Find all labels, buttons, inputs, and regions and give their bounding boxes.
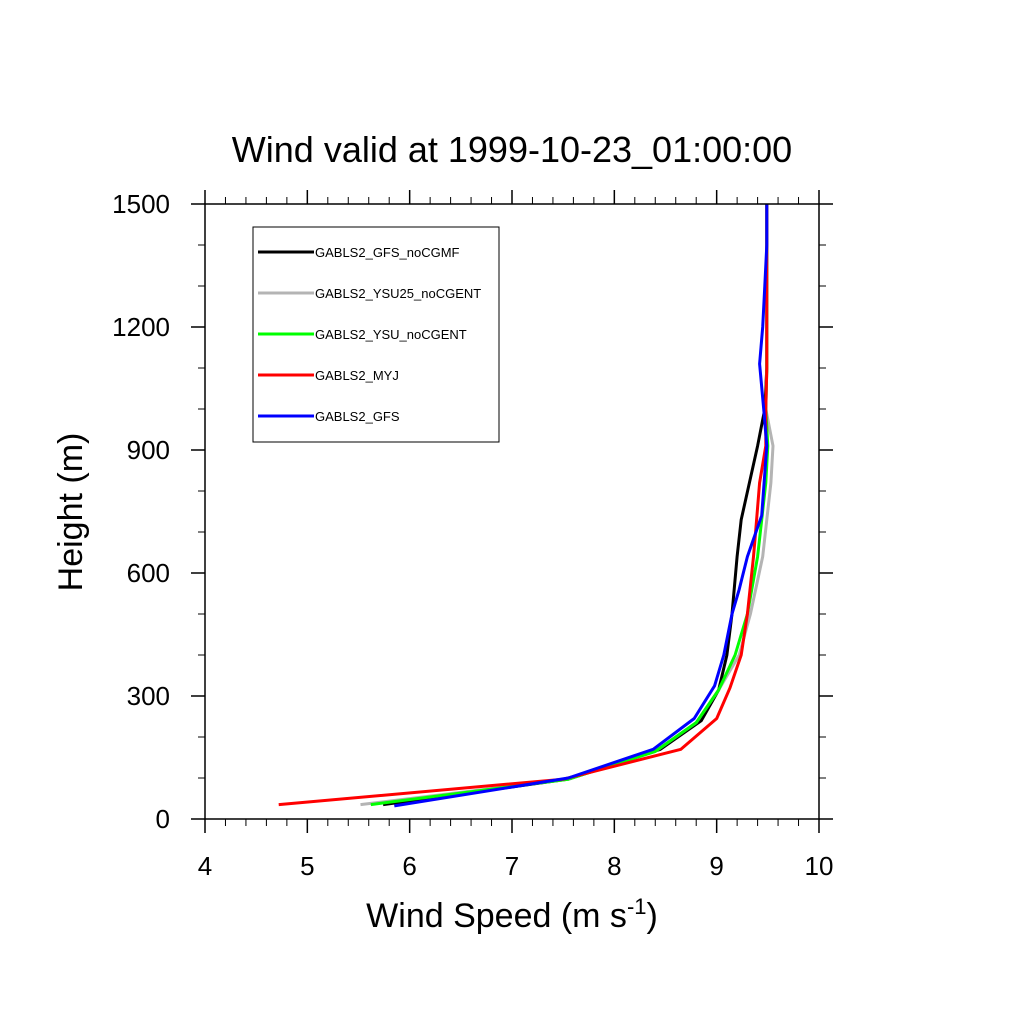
chart-title: Wind valid at 1999-10-23_01:00:00 bbox=[232, 129, 792, 170]
legend-label-2: GABLS2_YSU_noCGENT bbox=[315, 327, 467, 342]
x-tick-label: 7 bbox=[505, 851, 519, 881]
y-tick-label: 1500 bbox=[112, 189, 170, 219]
x-tick-label: 5 bbox=[300, 851, 314, 881]
y-tick-label: 0 bbox=[156, 804, 170, 834]
legend-label-3: GABLS2_MYJ bbox=[315, 368, 399, 383]
legend-label-4: GABLS2_GFS bbox=[315, 409, 400, 424]
legend: GABLS2_GFS_noCGMF GABLS2_YSU25_noCGENT GAB… bbox=[252, 226, 500, 443]
x-axis-label-end: ) bbox=[647, 897, 658, 935]
y-tick-label: 600 bbox=[127, 558, 170, 588]
x-tick-label: 9 bbox=[709, 851, 723, 881]
y-tick-label: 300 bbox=[127, 681, 170, 711]
x-tick-label: 4 bbox=[198, 851, 212, 881]
y-tick-label: 1200 bbox=[112, 312, 170, 342]
series-layer bbox=[278, 204, 775, 808]
legend-label-0: GABLS2_GFS_noCGMF bbox=[315, 245, 460, 260]
y-axis-label: Height (m) bbox=[52, 433, 90, 592]
axes-layer: 4 5 6 7 8 9 10 0 300 600 900 1200 1500 bbox=[112, 189, 833, 881]
x-axis-label-superscript: -1 bbox=[627, 894, 647, 919]
x-tick-label: 8 bbox=[607, 851, 621, 881]
x-axis-label-main: Wind Speed (m s bbox=[366, 897, 627, 935]
series-line-4 bbox=[394, 204, 769, 808]
legend-label-1: GABLS2_YSU25_noCGENT bbox=[315, 286, 481, 301]
x-tick-label: 10 bbox=[805, 851, 834, 881]
x-axis-label: Wind Speed (m s-1) bbox=[366, 894, 658, 935]
y-tick-label: 900 bbox=[127, 435, 170, 465]
x-tick-label: 6 bbox=[402, 851, 416, 881]
